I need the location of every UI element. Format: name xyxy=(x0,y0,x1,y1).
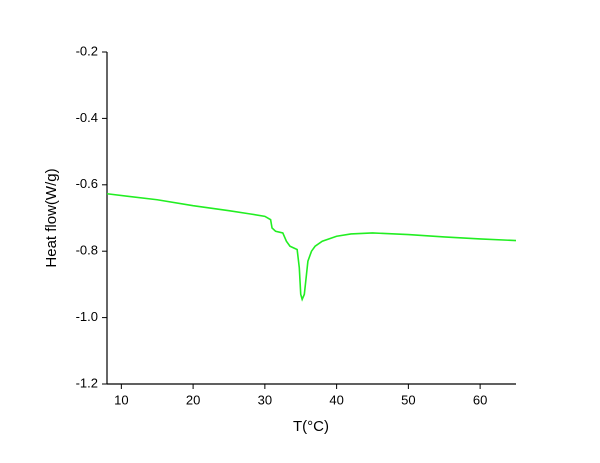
x-tick-label: 10 xyxy=(114,392,128,407)
y-tick-label: -0.2 xyxy=(76,43,98,58)
y-tick-label: -0.4 xyxy=(76,110,98,125)
y-tick-label: -1.0 xyxy=(76,309,98,324)
x-tick-label: 30 xyxy=(258,392,272,407)
y-tick-label: -0.6 xyxy=(76,176,98,191)
x-tick-label: 20 xyxy=(186,392,200,407)
y-tick-label: -0.8 xyxy=(76,243,98,258)
x-axis-label: T(°C) xyxy=(293,418,329,435)
x-tick-label: 50 xyxy=(401,392,415,407)
x-tick-label: 60 xyxy=(473,392,487,407)
x-tick-label: 40 xyxy=(329,392,343,407)
y-axis-label: Heat flow(W/g) xyxy=(43,168,60,267)
data-line xyxy=(106,192,517,302)
y-tick-label: -1.2 xyxy=(76,375,98,390)
